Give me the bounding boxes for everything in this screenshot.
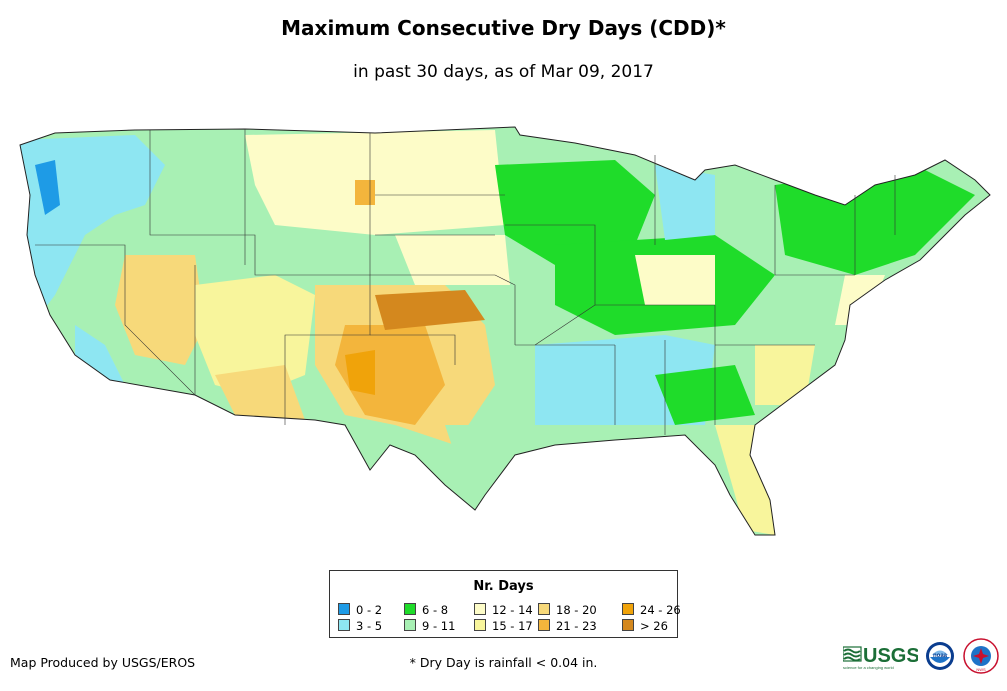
region-nebraska bbox=[395, 235, 510, 285]
legend-label: 24 - 26 bbox=[640, 603, 681, 617]
legend-label: > 26 bbox=[640, 619, 668, 633]
legend-swatch bbox=[338, 603, 350, 615]
legend-item: 0 - 2 bbox=[338, 603, 382, 616]
state-boundaries bbox=[35, 129, 896, 435]
region-carolina-coast bbox=[755, 345, 815, 405]
conus-dry-days-map bbox=[19, 126, 991, 536]
legend-label: 6 - 8 bbox=[422, 603, 449, 617]
usgs-wordmark: USGS bbox=[863, 645, 918, 667]
legend-box: Nr. Days 0 - 2 3 - 5 6 - 8 9 - 11 12 - 14 15 … bbox=[329, 570, 681, 638]
legend-item: 3 - 5 bbox=[338, 619, 382, 632]
legend-label: 9 - 11 bbox=[422, 619, 456, 633]
map-title: Maximum Consecutive Dry Days (CDD)* bbox=[281, 16, 726, 40]
region-northeast bbox=[775, 165, 975, 275]
region-illinois bbox=[635, 255, 715, 305]
legend-label: 0 - 2 bbox=[356, 603, 383, 617]
legend-label: 21 - 23 bbox=[556, 619, 597, 633]
legend-label: 18 - 20 bbox=[556, 603, 597, 617]
legend-item: 12 - 14 bbox=[474, 603, 533, 616]
noaa-logo: noaa bbox=[926, 642, 954, 670]
legend-item: 9 - 11 bbox=[404, 619, 455, 632]
region-georgia bbox=[655, 365, 755, 425]
us-outline bbox=[19, 126, 991, 536]
legend-swatch bbox=[338, 619, 350, 631]
dry-day-footnote: * Dry Day is rainfall < 0.04 in. bbox=[409, 655, 598, 670]
legend-title: Nr. Days bbox=[473, 579, 534, 594]
legend-item: 21 - 23 bbox=[538, 619, 597, 632]
region-michigan bbox=[655, 165, 715, 240]
legend-label: 15 - 17 bbox=[492, 619, 533, 633]
legend-swatch bbox=[538, 619, 550, 631]
map-producer-credit: Map Produced by USGS/EROS bbox=[10, 655, 196, 670]
region-ks-ok bbox=[375, 290, 485, 330]
legend-label: 12 - 14 bbox=[492, 603, 533, 617]
nws-wordmark: NWS bbox=[976, 667, 986, 672]
region-upper-midwest bbox=[495, 160, 655, 265]
legend-item: 18 - 20 bbox=[538, 603, 597, 616]
region-coastal-wa bbox=[35, 160, 60, 215]
legend-swatch bbox=[404, 603, 416, 615]
map-subtitle: in past 30 days, as of Mar 09, 2017 bbox=[353, 62, 654, 82]
region-az-south bbox=[215, 365, 305, 420]
region-tx-nm bbox=[335, 325, 445, 425]
legend-swatch bbox=[474, 619, 486, 631]
usgs-tagline: science for a changing world bbox=[843, 665, 894, 670]
region-tx-coast bbox=[445, 425, 535, 510]
legend-swatch bbox=[538, 603, 550, 615]
usgs-logo: USGS science for a changing world bbox=[843, 645, 918, 670]
nws-logo: NWS bbox=[963, 638, 999, 674]
noaa-wordmark: noaa bbox=[933, 653, 948, 659]
legend-item: 24 - 26 bbox=[622, 603, 681, 616]
legend-swatch bbox=[404, 619, 416, 631]
legend-item: 15 - 17 bbox=[474, 619, 533, 632]
legend-label: 3 - 5 bbox=[356, 619, 383, 633]
legend-item: > 26 bbox=[622, 619, 668, 632]
region-wy-spot bbox=[355, 180, 375, 205]
legend-swatch bbox=[622, 603, 634, 615]
region-nm-east bbox=[345, 350, 375, 395]
legend-swatch bbox=[474, 603, 486, 615]
legend-swatch bbox=[622, 619, 634, 631]
legend-item: 6 - 8 bbox=[404, 603, 448, 616]
